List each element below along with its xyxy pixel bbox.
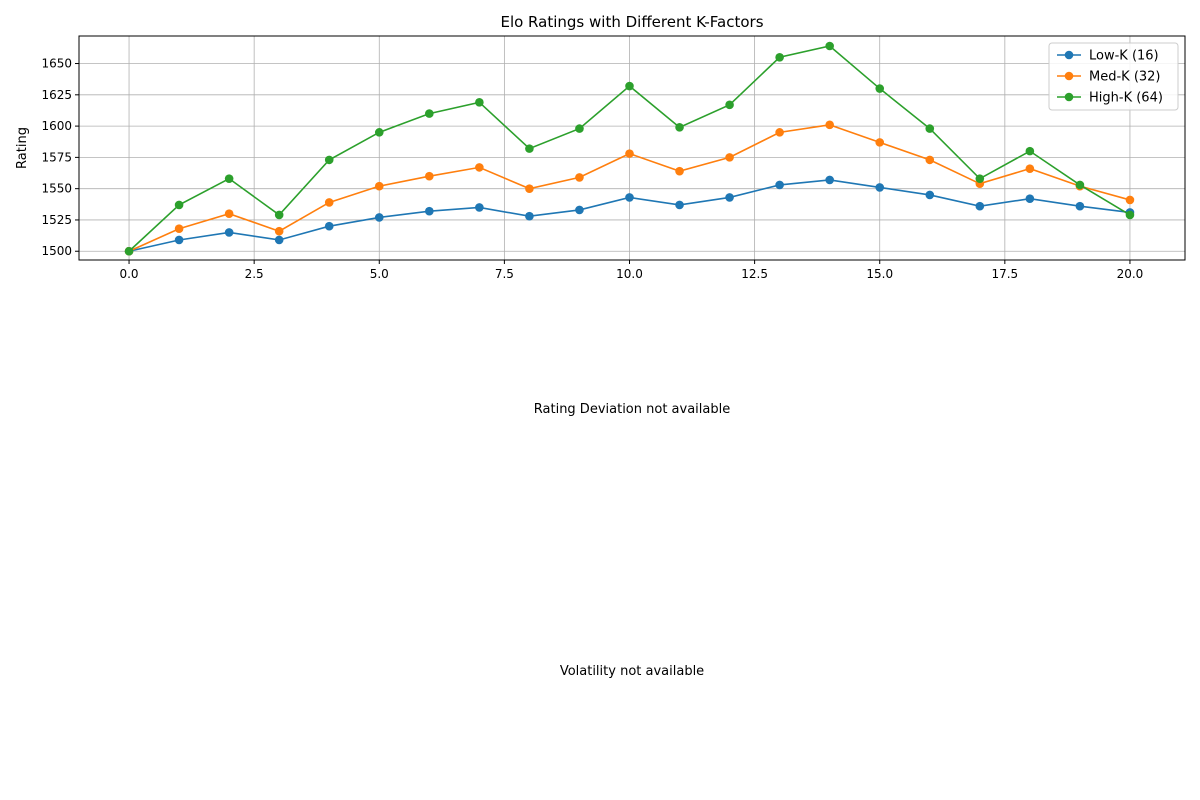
- legend-item: High-K (64): [1057, 91, 1163, 106]
- data-point: [274, 210, 284, 220]
- data-point: [625, 81, 634, 91]
- data-point: [675, 123, 684, 132]
- data-point: [525, 211, 534, 221]
- data-point: [425, 171, 434, 181]
- legend-item: Med-K (32): [1057, 70, 1161, 85]
- data-point: [725, 100, 734, 110]
- data-point: [374, 213, 384, 222]
- data-point: [975, 201, 985, 211]
- y-tick-label: 1500: [41, 244, 72, 258]
- y-axis-label: Rating: [15, 127, 30, 169]
- x-tick-label: 17.5: [991, 267, 1018, 281]
- y-tick-label: 1525: [41, 213, 72, 227]
- data-point: [875, 183, 885, 192]
- data-point: [675, 166, 684, 176]
- y-tick-label: 1575: [41, 150, 72, 164]
- data-point: [1075, 201, 1085, 211]
- data-point: [1025, 194, 1035, 203]
- legend-marker: [1064, 71, 1074, 81]
- data-point: [725, 193, 734, 202]
- plot-frame: [78, 35, 1186, 261]
- data-point: [725, 153, 734, 162]
- data-point: [575, 124, 584, 133]
- data-point: [1125, 195, 1135, 205]
- x-tick-label: 5.0: [370, 267, 389, 281]
- data-point: [174, 235, 184, 245]
- series-layer: [124, 41, 1135, 256]
- data-point: [575, 173, 584, 182]
- legend-label: High-K (64): [1089, 91, 1163, 106]
- y-tick-label: 1600: [41, 119, 72, 133]
- rating-deviation-message: Rating Deviation not available: [533, 402, 731, 417]
- series-high-k-64: [124, 41, 1135, 256]
- legend-item: Low-K (16): [1057, 49, 1159, 64]
- x-tick-label: 12.5: [741, 267, 768, 281]
- data-point: [174, 200, 184, 210]
- x-tick-label: 7.5: [495, 267, 514, 281]
- data-point: [525, 144, 534, 153]
- data-point: [425, 206, 434, 216]
- data-point: [425, 109, 434, 118]
- x-tick-label: 0.0: [119, 267, 138, 281]
- series-low-k-16: [124, 175, 1135, 256]
- x-tick-label: 20.0: [1117, 267, 1144, 281]
- x-tick-label: 10.0: [616, 267, 643, 281]
- data-point: [374, 128, 384, 137]
- data-point: [775, 128, 784, 137]
- data-point: [875, 138, 885, 147]
- y-tick-label: 1650: [41, 57, 72, 71]
- data-point: [1075, 180, 1085, 190]
- data-point: [925, 124, 935, 133]
- data-point: [224, 209, 234, 218]
- data-point: [925, 190, 935, 200]
- data-point: [775, 180, 784, 190]
- data-point: [475, 203, 484, 212]
- data-point: [374, 181, 384, 191]
- data-point: [274, 226, 284, 236]
- legend-marker: [1064, 50, 1074, 60]
- data-point: [875, 84, 885, 93]
- data-point: [274, 235, 284, 245]
- data-point: [224, 228, 234, 237]
- legend-marker: [1064, 92, 1074, 102]
- chart-title: Elo Ratings with Different K-Factors: [500, 13, 763, 31]
- data-point: [1025, 146, 1035, 156]
- x-tick-label: 2.5: [245, 267, 264, 281]
- legend-label: Low-K (16): [1089, 49, 1159, 64]
- grid-lines: [79, 36, 1185, 260]
- data-point: [1025, 164, 1035, 173]
- data-point: [775, 52, 784, 62]
- data-point: [675, 200, 684, 210]
- data-point: [625, 193, 634, 202]
- data-point: [975, 174, 985, 183]
- y-tick-label: 1550: [41, 182, 72, 196]
- data-point: [324, 221, 334, 231]
- legend-box: [1048, 42, 1179, 111]
- data-point: [825, 175, 834, 185]
- data-point: [625, 149, 634, 158]
- data-point: [1125, 210, 1135, 220]
- y-tick-label: 1625: [41, 88, 72, 102]
- data-point: [525, 184, 534, 193]
- data-point: [475, 98, 484, 107]
- volatility-message: Volatility not available: [559, 664, 705, 679]
- data-point: [825, 41, 834, 51]
- x-tick-label: 15.0: [866, 267, 893, 281]
- data-point: [124, 246, 134, 256]
- data-point: [825, 120, 834, 130]
- data-point: [925, 155, 935, 165]
- legend-label: Med-K (32): [1089, 70, 1161, 85]
- data-point: [324, 155, 334, 165]
- legend: Low-K (16) Med-K (32) High-K (64): [1048, 42, 1179, 111]
- data-point: [324, 198, 334, 207]
- data-point: [475, 163, 484, 172]
- data-point: [575, 205, 584, 215]
- data-point: [224, 174, 234, 183]
- data-point: [174, 224, 184, 234]
- axis-ticks: 0.0 2.5 5.0 7.5 10.0 12.5 15.0 17.5 20.0 1500 1525…: [41, 57, 1143, 281]
